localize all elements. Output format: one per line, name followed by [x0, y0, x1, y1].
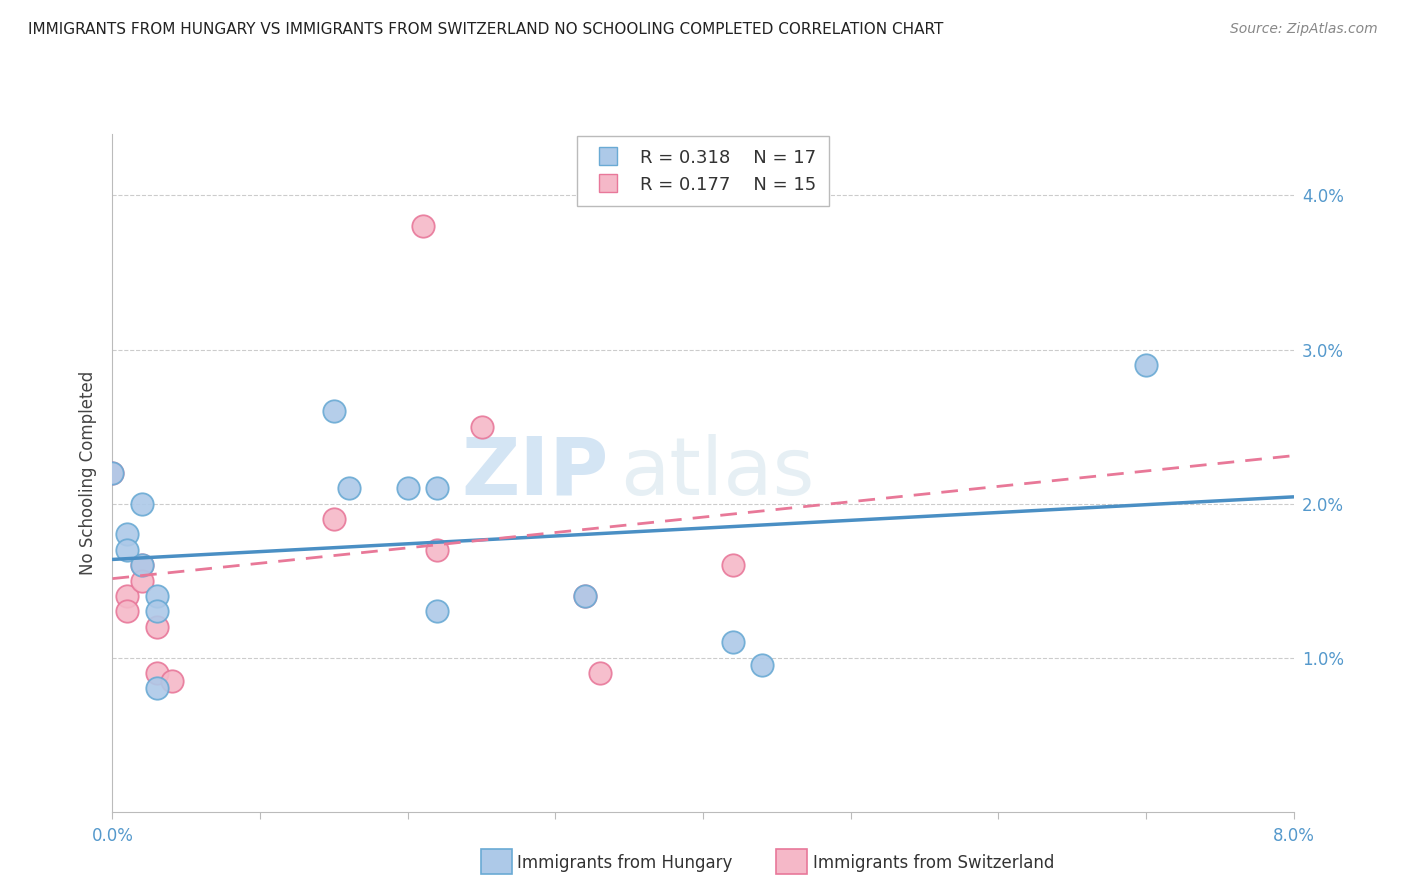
Text: Immigrants from Switzerland: Immigrants from Switzerland — [813, 854, 1054, 871]
Point — [574, 589, 596, 603]
Point — [117, 589, 138, 603]
Point — [412, 219, 434, 234]
Point — [101, 466, 124, 480]
Point — [160, 673, 183, 688]
Point — [101, 466, 124, 480]
Legend: R = 0.318    N = 17, R = 0.177    N = 15: R = 0.318 N = 17, R = 0.177 N = 15 — [576, 136, 830, 206]
Point — [574, 589, 596, 603]
Point — [131, 558, 153, 573]
Point — [588, 666, 610, 681]
Text: IMMIGRANTS FROM HUNGARY VS IMMIGRANTS FROM SWITZERLAND NO SCHOOLING COMPLETED CO: IMMIGRANTS FROM HUNGARY VS IMMIGRANTS FR… — [28, 22, 943, 37]
Point — [131, 497, 153, 511]
Text: atlas: atlas — [620, 434, 814, 512]
Point — [426, 604, 449, 618]
Point — [1135, 358, 1157, 372]
Point — [146, 666, 169, 681]
Text: Immigrants from Hungary: Immigrants from Hungary — [517, 854, 733, 871]
Point — [131, 574, 153, 588]
Point — [721, 635, 744, 649]
Point — [146, 589, 169, 603]
Point — [323, 404, 346, 418]
Point — [426, 481, 449, 495]
Text: ZIP: ZIP — [461, 434, 609, 512]
Point — [396, 481, 419, 495]
Point — [751, 658, 773, 673]
Point — [146, 604, 169, 618]
Point — [146, 620, 169, 634]
Point — [426, 542, 449, 557]
Point — [131, 558, 153, 573]
Point — [117, 527, 138, 541]
Y-axis label: No Schooling Completed: No Schooling Completed — [79, 371, 97, 574]
Point — [117, 604, 138, 618]
Point — [471, 419, 494, 434]
Point — [117, 542, 138, 557]
Point — [146, 681, 169, 696]
Point — [323, 512, 346, 526]
Point — [721, 558, 744, 573]
Point — [337, 481, 360, 495]
Text: Source: ZipAtlas.com: Source: ZipAtlas.com — [1230, 22, 1378, 37]
